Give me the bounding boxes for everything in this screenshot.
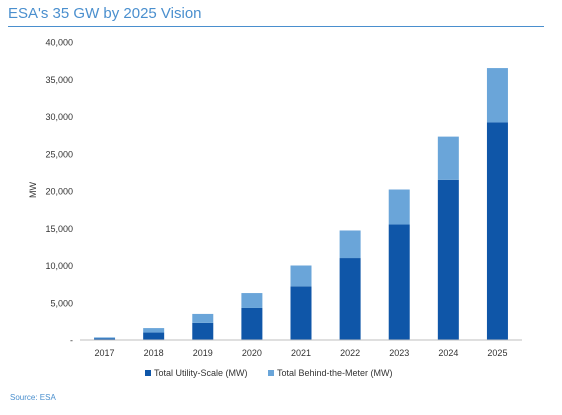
bar-segment	[339, 230, 361, 259]
bar-segment	[388, 189, 410, 225]
bar-segment	[241, 293, 263, 308]
x-tick-label: 2019	[193, 348, 213, 358]
bar-segment	[290, 265, 312, 287]
legend: Total Utility-Scale (MW) Total Behind-the…	[145, 368, 393, 378]
legend-label: Total Utility-Scale (MW)	[154, 368, 248, 378]
x-tick-label: 2024	[438, 348, 458, 358]
bar-segment	[143, 332, 165, 340]
bar-segment	[437, 136, 459, 180]
y-tick-label: 35,000	[45, 75, 73, 85]
bar-segment	[94, 338, 116, 340]
title-underline	[8, 26, 544, 27]
bars	[94, 68, 508, 341]
bar-segment	[143, 328, 165, 333]
x-tick-label: 2025	[487, 348, 507, 358]
x-tick-label: 2023	[389, 348, 409, 358]
bar-segment	[241, 307, 263, 340]
legend-swatch	[268, 370, 274, 376]
bar-segment	[192, 322, 214, 340]
y-tick-label: 5,000	[50, 298, 73, 308]
y-axis: - 5,000 10,000 15,000 20,000 25,000 30,000 35,0…	[45, 38, 73, 346]
x-tick-label: 2017	[95, 348, 115, 358]
x-tick-label: 2020	[242, 348, 262, 358]
bar-segment	[290, 286, 312, 340]
x-tick-label: 2018	[144, 348, 164, 358]
y-tick-label: 20,000	[45, 187, 73, 197]
bar-segment	[486, 68, 508, 123]
bar-segment	[388, 224, 410, 340]
source-note: Source: ESA	[10, 393, 56, 402]
y-tick-label: 30,000	[45, 112, 73, 122]
bar-segment	[486, 122, 508, 341]
y-tick-label: 10,000	[45, 261, 73, 271]
bar-segment	[437, 179, 459, 340]
y-axis-label: MW	[28, 182, 38, 198]
legend-label: Total Behind-the-Meter (MW)	[277, 368, 393, 378]
y-tick-label: 40,000	[45, 38, 73, 48]
y-tick-label: -	[70, 336, 73, 346]
x-tick-label: 2022	[340, 348, 360, 358]
legend-swatch	[145, 370, 151, 376]
bar-segment	[192, 313, 214, 323]
y-tick-label: 25,000	[45, 149, 73, 159]
y-tick-label: 15,000	[45, 224, 73, 234]
chart-title: ESA's 35 GW by 2025 Vision	[8, 5, 202, 22]
x-tick-label: 2021	[291, 348, 311, 358]
x-axis: 2017 2018 2019 2020 2021 2022 2023 2024 2025	[95, 348, 508, 358]
bar-segment	[339, 258, 361, 340]
bar-segment	[94, 337, 116, 339]
